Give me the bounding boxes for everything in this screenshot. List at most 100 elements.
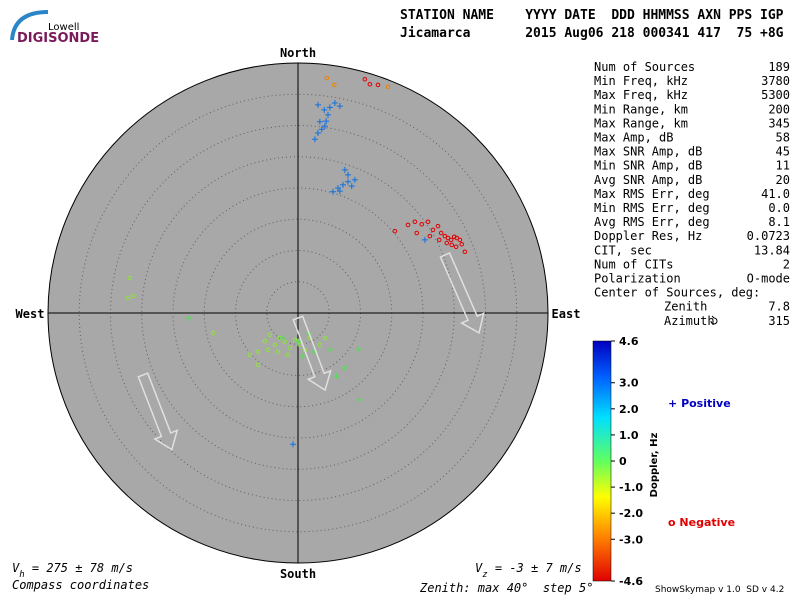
colorbar-tick-label: -1.0 <box>619 481 643 494</box>
text-part: 5 <box>579 581 586 595</box>
source-point <box>351 176 358 183</box>
stat-label: Max SNR Amp, dB <box>594 145 702 159</box>
direction-label: West <box>16 307 45 321</box>
stat-label: Num of CITs <box>594 257 673 271</box>
stat-label: Max RMS Err, deg <box>594 187 710 201</box>
source-point <box>322 335 328 341</box>
legend-text: Negative <box>679 516 735 529</box>
source-point <box>311 136 318 143</box>
stat-label: Num of Sources <box>594 60 695 74</box>
source-point <box>326 346 333 353</box>
stat-label: Min SNR Amp, dB <box>594 159 702 173</box>
stat-value: O-mode <box>747 272 790 286</box>
direction-label: East <box>552 307 581 321</box>
source-point <box>321 123 328 130</box>
source-point <box>362 76 368 82</box>
velocity-arrows <box>137 252 485 451</box>
source-point <box>405 222 411 228</box>
stat-value: 58 <box>776 131 790 145</box>
colorbar-tick-label: -2.0 <box>619 507 643 520</box>
source-point <box>185 315 191 321</box>
stats-panel: Num of Sources 189 Min Freq, kHz 3780 Max Fr… <box>594 60 790 328</box>
source-point <box>315 130 321 136</box>
stat-value: 5300 <box>761 88 790 102</box>
colorbar-label: Doppler, Hz <box>649 433 660 498</box>
source-point <box>267 332 273 338</box>
stat-value: 200 <box>768 102 790 116</box>
stat-value: 8.1 <box>768 215 790 229</box>
stat-value: 315 <box>768 314 790 328</box>
source-point <box>419 221 425 227</box>
source-point <box>324 75 330 81</box>
source-point <box>341 365 348 371</box>
source-point <box>297 342 303 348</box>
header-line: Jicamarca 2015 Aug06 218 000341 417 75 +… <box>400 26 784 41</box>
coords-label: Compass coordinates <box>12 578 149 592</box>
text-part: ° step <box>521 581 579 595</box>
arrow <box>137 372 179 451</box>
source-point <box>412 219 418 225</box>
stat-value: 189 <box>768 60 790 74</box>
text-part: V <box>475 561 483 575</box>
text-part: ° <box>586 581 593 595</box>
source-point <box>356 396 363 403</box>
source-point <box>330 188 336 195</box>
stat-value: 0.0 <box>768 201 790 215</box>
source-point <box>323 118 330 125</box>
stat-label: Max Amp, dB <box>594 131 673 145</box>
sky-plot <box>47 62 549 564</box>
source-point <box>435 223 441 229</box>
source-point <box>449 242 455 248</box>
source-point <box>345 178 351 185</box>
source-point <box>130 293 136 299</box>
colorbar-tick-label: 2.0 <box>619 403 639 416</box>
logo-main: DIGISONDE <box>17 31 99 46</box>
stat-label: Min Freq, kHz <box>594 74 688 88</box>
center-title: Center of Sources, deg: <box>594 286 760 300</box>
colorbar <box>592 340 612 582</box>
source-point <box>210 330 216 336</box>
stat-label: CIT, sec <box>594 243 652 257</box>
colorbar-tick-label: 1.0 <box>619 429 639 442</box>
source-point <box>326 104 333 111</box>
source-point <box>414 230 420 236</box>
source-point <box>280 335 286 341</box>
source-point <box>127 275 133 281</box>
legend-text: Positive <box>681 397 731 410</box>
stat-label: Avg RMS Err, deg <box>594 215 710 229</box>
stat-label: Min RMS Err, deg <box>594 201 710 215</box>
source-point <box>355 346 361 353</box>
source-point <box>262 338 268 344</box>
velocity-h: Vh = 275 ± 78 m/s <box>12 561 133 580</box>
source-point <box>318 126 325 133</box>
source-point <box>421 236 428 243</box>
direction-label: North <box>280 46 316 60</box>
logo-swoosh <box>10 10 49 41</box>
stat-value: 13.84 <box>754 243 790 257</box>
source-point <box>462 249 468 255</box>
velocity-z: Vz = -3 ± 7 m/s <box>475 561 582 580</box>
source-point <box>335 185 341 191</box>
source-point <box>336 188 343 195</box>
source-point <box>287 345 293 351</box>
source-point <box>348 183 355 190</box>
text-part: z <box>482 570 487 580</box>
source-point <box>321 106 328 113</box>
source-point <box>345 171 351 178</box>
source-point <box>336 103 343 110</box>
source-point <box>255 349 261 355</box>
source-point <box>247 352 253 358</box>
arrow <box>292 315 332 392</box>
direction-label: South <box>280 567 316 581</box>
stat-label: Max Range, km <box>594 116 688 130</box>
source-point <box>325 111 331 118</box>
stat-value: 11 <box>776 159 790 173</box>
version: ShowSkymap v 1.0 SD v 4.2 <box>655 585 784 595</box>
source-point <box>275 349 281 355</box>
legend-symbol: + <box>668 397 677 410</box>
text-part: = 275 ± 78 m/s <box>25 561 133 575</box>
colorbar-tick-label: 3.0 <box>619 377 639 390</box>
source-point <box>300 353 306 360</box>
legend-negative: o Negative <box>668 516 735 529</box>
